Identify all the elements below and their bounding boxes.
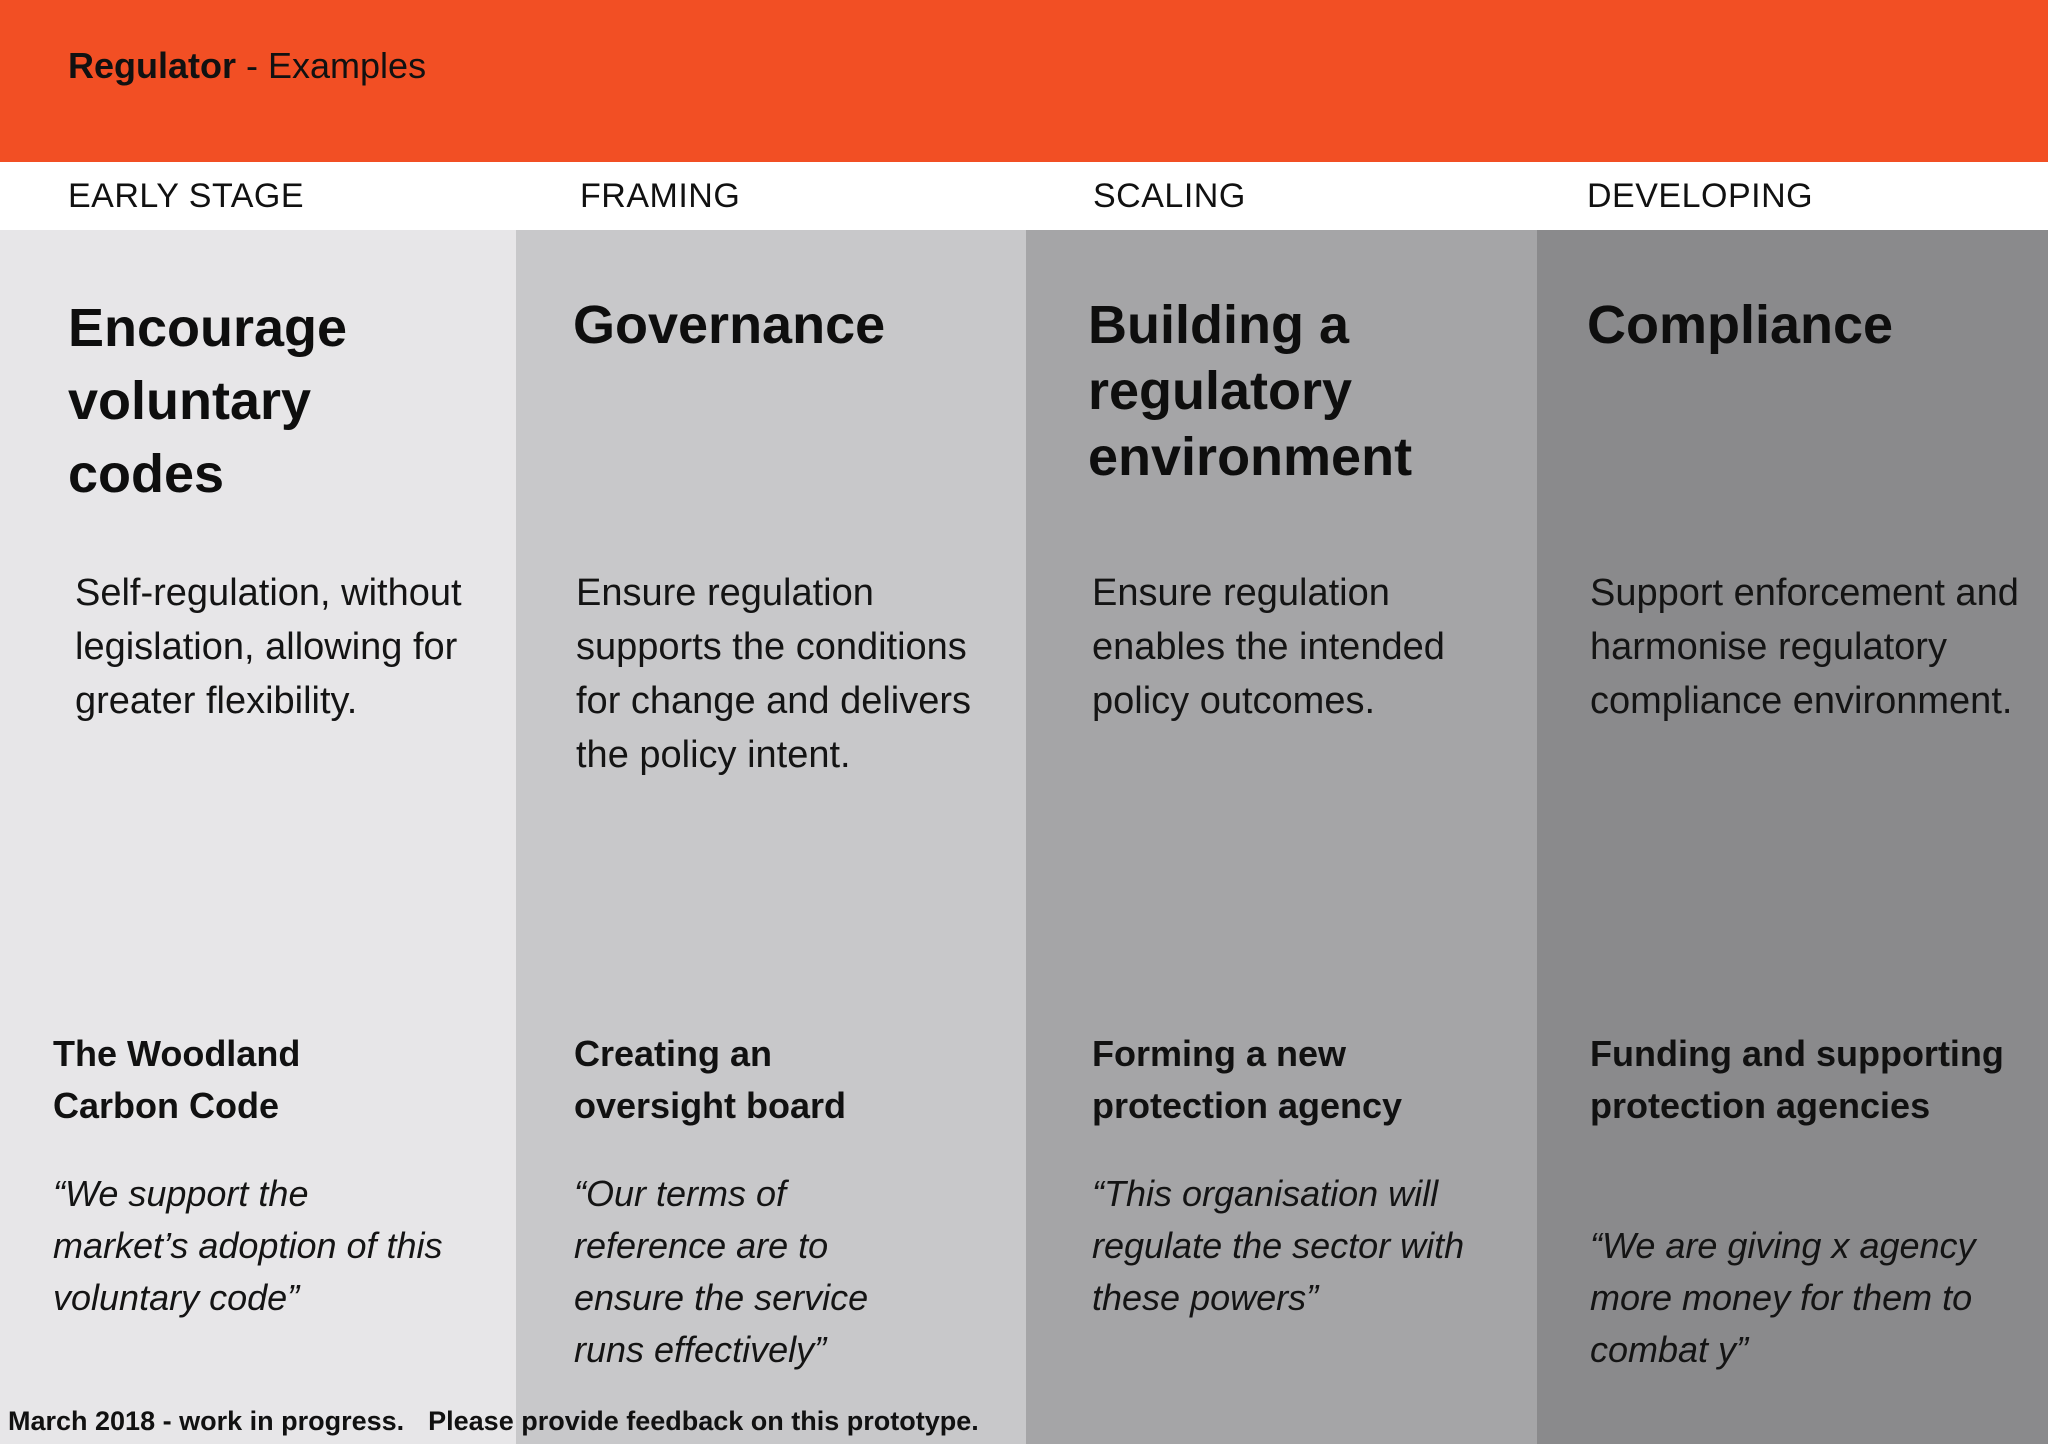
example-title: The Woodland Carbon Code <box>53 1033 301 1126</box>
footer-note: March 2018 - work in progress. Please pro… <box>8 1404 979 1438</box>
header-banner: Regulator - Examples <box>0 0 2048 162</box>
example-title: Funding and supporting protection agenci… <box>1590 1033 2004 1126</box>
example-quote: “This organisation will regulate the sec… <box>1092 1173 1465 1318</box>
column-developing: Compliance Support enforcement and harmo… <box>1537 230 2048 1444</box>
column-title: Governance <box>573 295 886 355</box>
stage-label-developing: DEVELOPING <box>1587 177 1814 215</box>
column-framing: Governance Ensure regulation supports th… <box>516 230 1026 1444</box>
column-description: Support enforcement and harmonise regula… <box>1590 572 2019 722</box>
footer-feedback: Please provide feedback on this prototyp… <box>428 1406 979 1436</box>
column-early-stage: Encourage voluntary codes Self-regulatio… <box>0 230 516 1444</box>
stage-label-early-stage: EARLY STAGE <box>68 177 305 215</box>
stage-label-scaling: SCALING <box>1093 177 1246 215</box>
stage-bar <box>0 162 2048 230</box>
page-title-strong: Regulator <box>68 45 237 86</box>
example-quote: “We are giving x agency more money for t… <box>1590 1225 1976 1370</box>
stage-label-framing: FRAMING <box>580 177 741 215</box>
example-title: Creating an oversight board <box>574 1033 847 1126</box>
example-quote: “We support the market’s adoption of thi… <box>53 1173 443 1318</box>
page-title: Regulator - Examples <box>68 44 426 88</box>
column-title: Building a regulatory environment <box>1088 295 1413 487</box>
column-description: Self-regulation, without legislation, al… <box>75 572 462 722</box>
column-description: Ensure regulation supports the condition… <box>576 572 972 776</box>
column-title: Encourage voluntary codes <box>68 298 348 504</box>
column-description: Ensure regulation enables the intended p… <box>1092 572 1445 722</box>
column-title: Compliance <box>1587 295 1894 355</box>
example-quote: “Our terms of reference are to ensure th… <box>574 1173 869 1370</box>
page-title-rest: - Examples <box>236 45 427 86</box>
footer-status: March 2018 - work in progress. <box>8 1406 405 1436</box>
column-scaling: Building a regulatory environment Ensure… <box>1026 230 1537 1444</box>
example-title: Forming a new protection agency <box>1092 1033 1403 1126</box>
